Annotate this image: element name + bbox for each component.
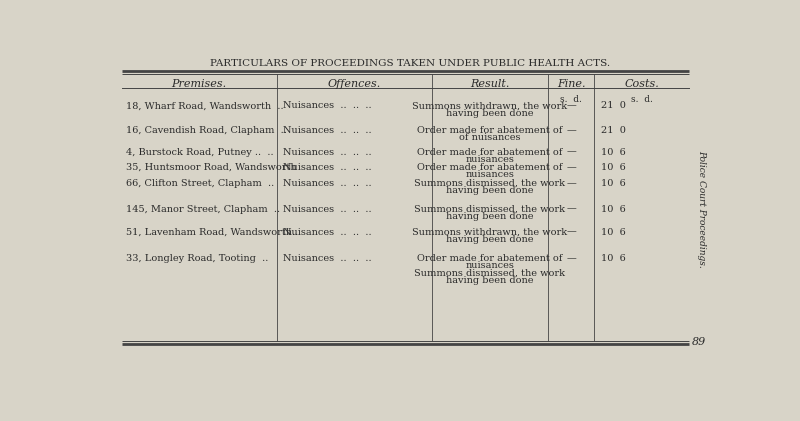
Text: Summons withdrawn, the work: Summons withdrawn, the work <box>412 228 567 237</box>
Text: Nuisances  ..  ..  ..: Nuisances .. .. .. <box>283 254 371 263</box>
Text: 10  6: 10 6 <box>601 163 626 172</box>
Text: Police Court Proceedings.: Police Court Proceedings. <box>697 150 706 268</box>
Text: Order made for abatement of: Order made for abatement of <box>417 254 562 263</box>
Text: 33, Longley Road, Tooting  ..: 33, Longley Road, Tooting .. <box>126 254 269 263</box>
Text: Summons dismissed, the work: Summons dismissed, the work <box>414 179 566 188</box>
Text: having been done: having been done <box>446 187 534 195</box>
Text: Order made for abatement of: Order made for abatement of <box>417 163 562 172</box>
Text: Nuisances  ..  ..  ..: Nuisances .. .. .. <box>283 147 371 157</box>
Text: Costs.: Costs. <box>624 79 659 89</box>
Text: —: — <box>566 228 576 237</box>
Text: of nuisances: of nuisances <box>459 133 521 142</box>
Text: 10  6: 10 6 <box>601 147 626 157</box>
Text: 10  6: 10 6 <box>601 179 626 188</box>
Text: Fine.: Fine. <box>557 79 586 89</box>
Text: Nuisances  ..  ..  ..: Nuisances .. .. .. <box>283 205 371 213</box>
Text: nuisances: nuisances <box>466 170 514 179</box>
Text: 66, Clifton Street, Clapham  ..: 66, Clifton Street, Clapham .. <box>126 179 274 188</box>
Text: s.  d.: s. d. <box>560 95 582 104</box>
Text: Result.: Result. <box>470 79 510 89</box>
Text: 10  6: 10 6 <box>601 205 626 213</box>
Text: PARTICULARS OF PROCEEDINGS TAKEN UNDER PUBLIC HEALTH ACTS.: PARTICULARS OF PROCEEDINGS TAKEN UNDER P… <box>210 59 610 68</box>
Text: 16, Cavendish Road, Clapham  ..: 16, Cavendish Road, Clapham .. <box>126 126 287 135</box>
Text: 18, Wharf Road, Wandsworth  ..: 18, Wharf Road, Wandsworth .. <box>126 101 284 110</box>
Text: Nuisances  ..  ..  ..: Nuisances .. .. .. <box>283 163 371 172</box>
Text: having been done: having been done <box>446 109 534 117</box>
Text: 10  6: 10 6 <box>601 228 626 237</box>
Text: Nuisances  ..  ..  ..: Nuisances .. .. .. <box>283 126 371 135</box>
Text: 89: 89 <box>692 337 706 347</box>
Text: having been done: having been done <box>446 212 534 221</box>
Text: Order made for abatement of: Order made for abatement of <box>417 147 562 157</box>
Text: s.  d.: s. d. <box>630 95 653 104</box>
Text: —: — <box>566 205 576 213</box>
Text: 51, Lavenham Road, Wandsworth..: 51, Lavenham Road, Wandsworth.. <box>126 228 298 237</box>
Text: nuisances: nuisances <box>466 155 514 164</box>
Text: 35, Huntsmoor Road, Wandsworth: 35, Huntsmoor Road, Wandsworth <box>126 163 297 172</box>
Text: 21  0: 21 0 <box>601 101 626 110</box>
Text: —: — <box>566 101 576 110</box>
Text: Summons dismissed, the work: Summons dismissed, the work <box>414 269 566 277</box>
Text: Summons dismissed, the work: Summons dismissed, the work <box>414 205 566 213</box>
Text: —: — <box>566 126 576 135</box>
Text: —: — <box>566 179 576 188</box>
Text: 21  0: 21 0 <box>601 126 626 135</box>
Text: —: — <box>566 147 576 157</box>
Text: 4, Burstock Road, Putney ..  ..: 4, Burstock Road, Putney .. .. <box>126 147 274 157</box>
Text: —: — <box>566 163 576 172</box>
Text: Nuisances  ..  ..  ..: Nuisances .. .. .. <box>283 179 371 188</box>
Text: Offences.: Offences. <box>327 79 381 89</box>
Text: Order made for abatement of: Order made for abatement of <box>417 126 562 135</box>
Text: Nuisances  ..  ..  ..: Nuisances .. .. .. <box>283 228 371 237</box>
Text: having been done: having been done <box>446 235 534 244</box>
Text: nuisances: nuisances <box>466 261 514 270</box>
Text: Nuisances  ..  ..  ..: Nuisances .. .. .. <box>283 101 371 110</box>
Text: —: — <box>566 254 576 263</box>
Text: Premises.: Premises. <box>172 79 226 89</box>
Text: Summons withdrawn, the work: Summons withdrawn, the work <box>412 101 567 110</box>
Text: 145, Manor Street, Clapham  ..: 145, Manor Street, Clapham .. <box>126 205 281 213</box>
Text: having been done: having been done <box>446 276 534 285</box>
Text: 10  6: 10 6 <box>601 254 626 263</box>
